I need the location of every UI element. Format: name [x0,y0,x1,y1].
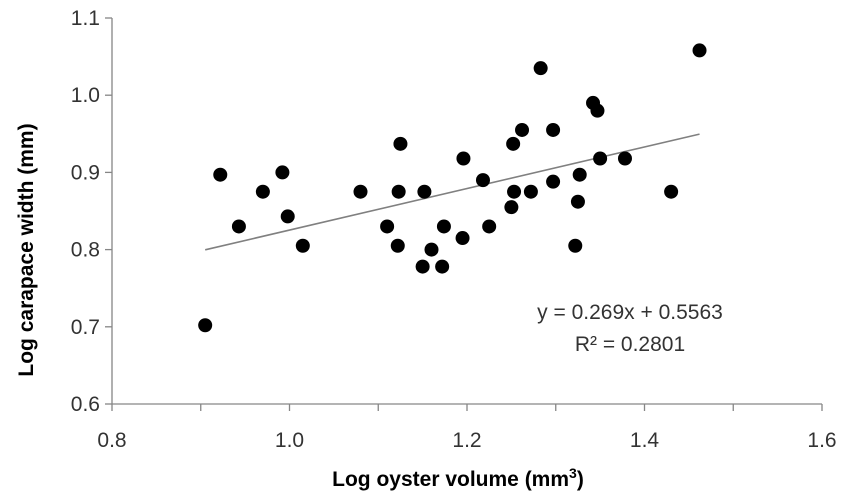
data-point [475,173,490,188]
equation-annotation: y = 0.269x + 0.5563 [537,301,723,324]
data-point [275,165,290,180]
data-point [280,209,295,224]
data-point [593,151,608,166]
y-tick-label: 0.8 [71,239,100,262]
data-points [198,43,707,333]
data-point [546,174,561,189]
x-axis-title-end: ) [577,468,584,491]
y-tick-label: 0.6 [71,393,100,416]
data-point [482,219,497,234]
data-point [231,219,246,234]
x-tick-labels: 0.8 1.0 1.2 1.4 1.6 [97,429,836,452]
x-tick-label: 1.0 [275,429,304,452]
x-axis-title: Log oyster volume (mm3) [332,465,584,491]
y-tick-labels: 0.6 0.7 0.8 0.9 1.0 1.1 [71,7,100,416]
data-point [568,238,583,253]
data-point [572,167,587,182]
tick-marks [105,17,823,411]
data-point [415,259,430,274]
axes [111,18,822,405]
data-point [435,259,450,274]
r-squared-annotation: R² = 0.2801 [575,333,685,356]
x-axis-title-superscript: 3 [569,465,577,481]
x-tick-label: 1.2 [452,429,481,452]
y-tick-label: 0.7 [71,316,100,339]
trendline [205,133,700,251]
x-tick-label: 1.4 [630,429,660,452]
x-tick-label: 1.6 [807,429,836,452]
data-point [353,184,368,199]
data-point [198,318,213,333]
y-tick-label: 1.0 [71,84,100,107]
data-point [590,103,605,118]
data-point [295,238,310,253]
data-point [570,194,585,209]
data-point [523,184,538,199]
data-point [507,184,522,199]
data-point [393,136,408,151]
data-point [692,43,707,58]
data-point [417,184,432,199]
data-point [664,184,679,199]
data-point [617,151,632,166]
data-point [506,136,521,151]
y-axis-title: Log carapace width (mm) [15,123,38,376]
data-point [213,167,228,182]
data-point [424,242,439,257]
y-tick-label: 1.1 [71,7,100,30]
data-point [391,184,406,199]
data-point [533,61,548,76]
data-point [515,122,530,137]
data-point [546,122,561,137]
x-tick-label: 0.8 [97,429,126,452]
y-tick-label: 0.9 [71,161,100,184]
data-point [436,219,451,234]
data-point [455,231,470,246]
data-point [456,151,471,166]
data-point [504,200,519,215]
data-point [390,238,405,253]
data-point [380,219,395,234]
data-point [255,184,270,199]
